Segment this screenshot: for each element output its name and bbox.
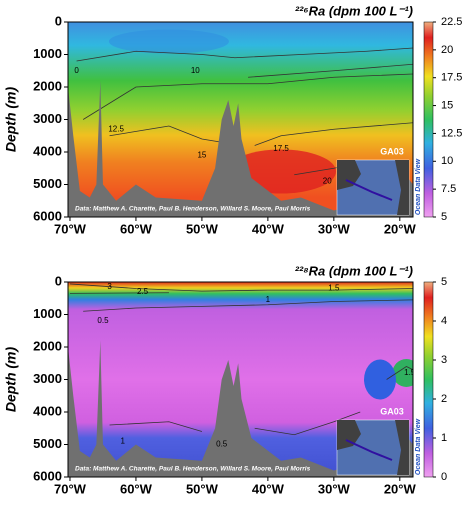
y-tick-label: 4000: [33, 143, 62, 158]
x-tick-label: 20°W: [384, 221, 417, 236]
y-tick-label: 3000: [33, 111, 62, 126]
y-tick-label: 6000: [33, 468, 62, 483]
y-tick-label: 3000: [33, 371, 62, 386]
x-tick-label: 40°W: [252, 481, 285, 496]
colorbar-tick-label: 2: [441, 393, 447, 405]
colorbar-tick-label: 3: [441, 354, 447, 366]
y-tick-label: 2000: [33, 78, 62, 93]
contour-line: [248, 63, 413, 78]
field-patch: [364, 359, 397, 400]
y-tick-label: 1000: [33, 306, 62, 321]
y-axis-label: Depth (m): [3, 347, 19, 413]
inset-track: [345, 439, 393, 461]
inset-track: [345, 179, 393, 201]
colorbar-tick-label: 22.5: [441, 16, 462, 28]
x-tick-label: 30°W: [318, 221, 351, 236]
colorbar: [423, 281, 434, 478]
y-tick-label: 0: [55, 273, 62, 288]
contour-label: 1: [266, 295, 271, 304]
colorbar-tick-label: 1: [441, 432, 447, 444]
section-plot: 0 10 12.5 15 17.5 20: [68, 22, 413, 217]
colorbar-tick-label: 4: [441, 315, 447, 327]
seafloor: [68, 340, 413, 477]
section-label: GA03: [380, 146, 404, 156]
colorbar-tick-label: 10: [441, 155, 453, 167]
y-tick-label: 1000: [33, 46, 62, 61]
contour-label: 2.5: [137, 287, 149, 296]
x-tick-label: 60°W: [120, 481, 153, 496]
contour-line: [254, 122, 413, 146]
x-tick-label: 60°W: [120, 221, 153, 236]
colorbar-tick-label: 20: [441, 44, 453, 56]
contour-label: 3: [107, 282, 112, 291]
watermark: Ocean Data View: [415, 418, 422, 475]
watermark: Ocean Data View: [415, 158, 422, 215]
y-tick-label: 5000: [33, 436, 62, 451]
x-tick-label: 50°W: [186, 481, 219, 496]
contour-line: [83, 299, 413, 312]
chart-title: ²²⁸Ra (dpm 100 L⁻¹): [295, 263, 413, 278]
y-axis-label: Depth (m): [3, 87, 19, 153]
y-tick-label: 4000: [33, 403, 62, 418]
y-tick-label: 6000: [33, 208, 62, 223]
y-tick-label: 5000: [33, 176, 62, 191]
contour-line: [76, 47, 413, 62]
contour-line: [386, 366, 413, 380]
contour-label: 1: [121, 436, 126, 445]
credit: Data: Matthew A. Charette, Paul B. Hende…: [75, 466, 311, 473]
section-label: GA03: [380, 406, 404, 416]
x-tick-label: 30°W: [318, 481, 351, 496]
colorbar-tick-label: 17.5: [441, 72, 462, 84]
colorbar-tick-label: 5: [441, 276, 447, 288]
credit: Data: Matthew A. Charette, Paul B. Hende…: [75, 206, 311, 213]
colorbar-tick-label: 5: [441, 211, 447, 223]
colorbar-tick-label: 7.5: [441, 183, 456, 195]
x-tick-label: 20°W: [384, 481, 417, 496]
x-tick-label: 70°W: [54, 481, 87, 496]
inset-land: [337, 160, 409, 215]
contour-label: 1.5: [328, 284, 340, 293]
inset-land: [337, 420, 409, 475]
y-tick-label: 2000: [33, 338, 62, 353]
contour-line: [109, 125, 222, 143]
contour-line: [254, 411, 361, 436]
contour-label: 20: [323, 176, 332, 185]
contour-label: 0.5: [216, 440, 228, 449]
colorbar: [423, 21, 434, 218]
contour-label: 0: [74, 66, 79, 75]
contour-label: 10: [191, 66, 200, 75]
contour-label: 0.5: [97, 316, 109, 325]
contour-label: 15: [197, 150, 206, 159]
colorbar-tick-label: 0: [441, 471, 447, 483]
y-tick-label: 0: [55, 13, 62, 28]
x-tick-label: 40°W: [252, 221, 285, 236]
contour-line: [69, 292, 169, 294]
contour-label: 17.5: [273, 144, 289, 153]
contour-label: 12.5: [108, 124, 124, 133]
contour-line: [109, 421, 203, 432]
x-tick-label: 50°W: [186, 221, 219, 236]
section-plot: 3 2.5 0.5 1 1.5 1.5 1 0.5: [68, 282, 416, 477]
colorbar-tick-label: 15: [441, 99, 453, 111]
contour-line: [82, 73, 413, 120]
colorbar-tick-label: 12.5: [441, 127, 462, 139]
field-patch: [108, 29, 229, 54]
chart-title: ²²⁶Ra (dpm 100 L⁻¹): [295, 3, 413, 18]
contour-label: 1.5: [404, 368, 416, 377]
contour-line: [69, 283, 413, 292]
x-tick-label: 70°W: [54, 221, 87, 236]
field-patch: [392, 359, 413, 387]
seafloor: [68, 80, 413, 217]
